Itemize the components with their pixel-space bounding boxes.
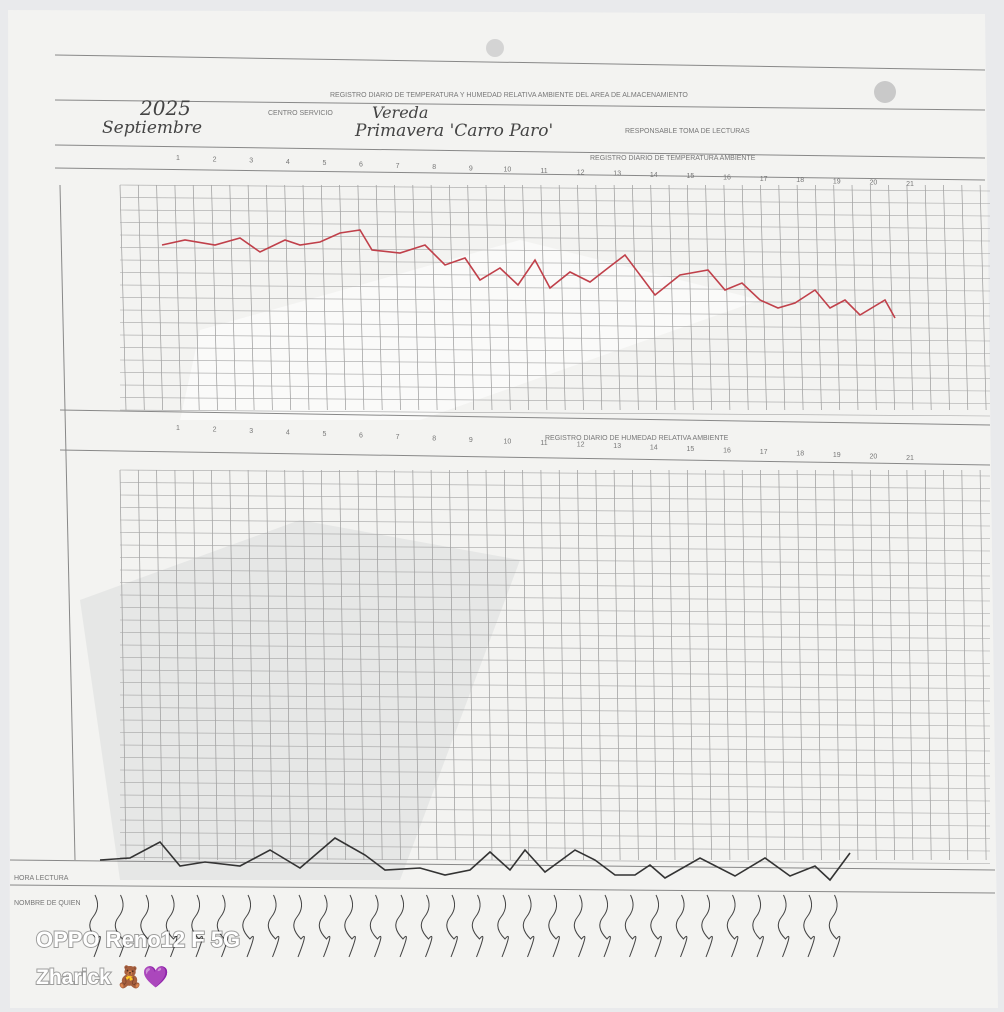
day-number: 12 [577, 442, 585, 449]
day-number: 17 [760, 176, 768, 183]
day-number: 12 [577, 169, 585, 176]
day-number: 1 [176, 425, 180, 432]
temperature-section: REGISTRO DIARIO DE TEMPERATURA AMBIENTE [590, 155, 756, 162]
day-number: 19 [833, 178, 841, 185]
reader-label: NOMBRE DE QUIEN [14, 900, 81, 907]
device-watermark: OPPO Reno12 F 5G [36, 927, 240, 952]
user-watermark: Zharick 🧸💜 [36, 964, 170, 990]
page: REGISTRO DIARIO DE TEMPERATURA Y HUMEDAD… [0, 0, 1004, 1012]
day-number: 20 [870, 454, 878, 461]
day-number: 11 [540, 168, 547, 175]
day-number: 18 [796, 177, 804, 184]
day-number: 14 [650, 172, 658, 179]
year: 2025 [139, 96, 191, 120]
day-number: 4 [286, 159, 290, 166]
day-number: 7 [396, 163, 400, 170]
day-number: 10 [504, 167, 512, 174]
day-number: 16 [723, 175, 731, 182]
day-number: 2 [213, 427, 217, 434]
day-number: 17 [760, 449, 768, 456]
place: Primavera 'Carro Paro' [354, 121, 553, 141]
day-number: 16 [723, 448, 731, 455]
center-label: CENTRO SERVICIO [268, 110, 333, 117]
punch-hole [874, 81, 896, 103]
day-number: 4 [286, 430, 290, 437]
photo: REGISTRO DIARIO DE TEMPERATURA Y HUMEDAD… [0, 0, 1004, 1012]
day-number: 9 [469, 437, 473, 444]
day-number: 7 [396, 434, 400, 441]
day-number: 14 [650, 445, 658, 452]
day-number: 3 [249, 158, 253, 165]
day-number: 5 [322, 431, 326, 438]
day-number: 15 [687, 446, 695, 453]
day-number: 9 [469, 165, 473, 172]
day-number: 19 [833, 452, 841, 459]
day-number: 2 [213, 156, 217, 163]
day-number: 21 [906, 181, 914, 188]
day-number: 3 [249, 428, 253, 435]
day-number: 13 [613, 171, 621, 178]
form-header: REGISTRO DIARIO DE TEMPERATURA Y HUMEDAD… [330, 92, 688, 99]
reading-time-label: HORA LECTURA [14, 875, 69, 882]
day-number: 5 [322, 160, 326, 167]
day-number: 21 [906, 455, 914, 462]
place-label: Vereda [372, 103, 428, 122]
day-number: 6 [359, 433, 363, 440]
day-number: 13 [613, 443, 621, 450]
humidity-section: REGISTRO DIARIO DE HUMEDAD RELATIVA AMBI… [545, 435, 729, 442]
day-number: 6 [359, 162, 363, 169]
day-number: 18 [796, 451, 804, 458]
day-number: 8 [432, 164, 436, 171]
punch-hole [486, 39, 504, 57]
day-number: 11 [540, 440, 547, 447]
day-number: 10 [504, 439, 512, 446]
month: Septiembre [102, 118, 202, 138]
responsible-label: RESPONSABLE TOMA DE LECTURAS [625, 128, 750, 135]
day-number: 8 [432, 436, 436, 443]
day-number: 15 [687, 173, 695, 180]
day-number: 20 [870, 180, 878, 187]
day-number: 1 [176, 155, 180, 162]
